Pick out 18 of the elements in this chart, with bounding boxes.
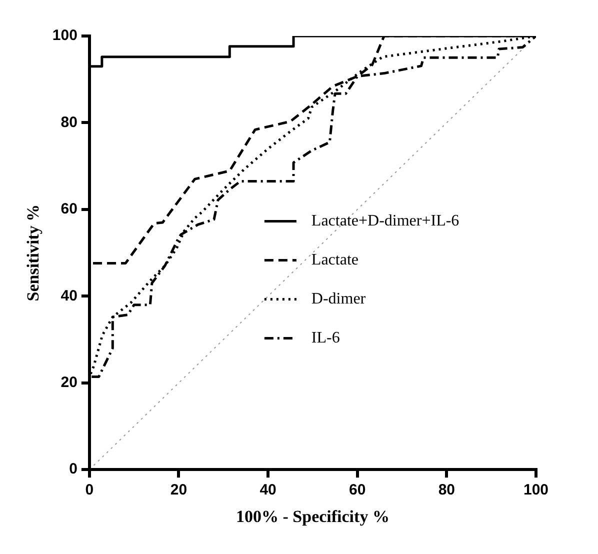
legend-label: Lactate bbox=[311, 252, 359, 269]
y-tick-label: 100 bbox=[52, 27, 78, 44]
x-tick-label: 40 bbox=[260, 482, 276, 499]
y-tick-label: 40 bbox=[60, 287, 78, 304]
x-tick-label: 80 bbox=[438, 482, 456, 499]
legend-label: Lactate+D-dimer+IL-6 bbox=[311, 212, 460, 230]
legend-label: D-dimer bbox=[311, 290, 366, 308]
y-tick-label: 20 bbox=[60, 374, 78, 392]
legend-label: IL-6 bbox=[311, 330, 340, 347]
x-tick-label: 100 bbox=[523, 482, 549, 499]
y-tick-label: 80 bbox=[60, 114, 78, 131]
y-tick-label: 60 bbox=[60, 200, 78, 218]
y-tick-label: 0 bbox=[69, 460, 78, 478]
x-tick-label: 20 bbox=[170, 482, 188, 499]
y-axis-title: Sensitivity % bbox=[24, 204, 43, 302]
x-tick-label: 0 bbox=[85, 482, 94, 499]
x-tick-label: 60 bbox=[349, 482, 366, 499]
x-axis-title: 100% - Specificity % bbox=[236, 507, 390, 526]
